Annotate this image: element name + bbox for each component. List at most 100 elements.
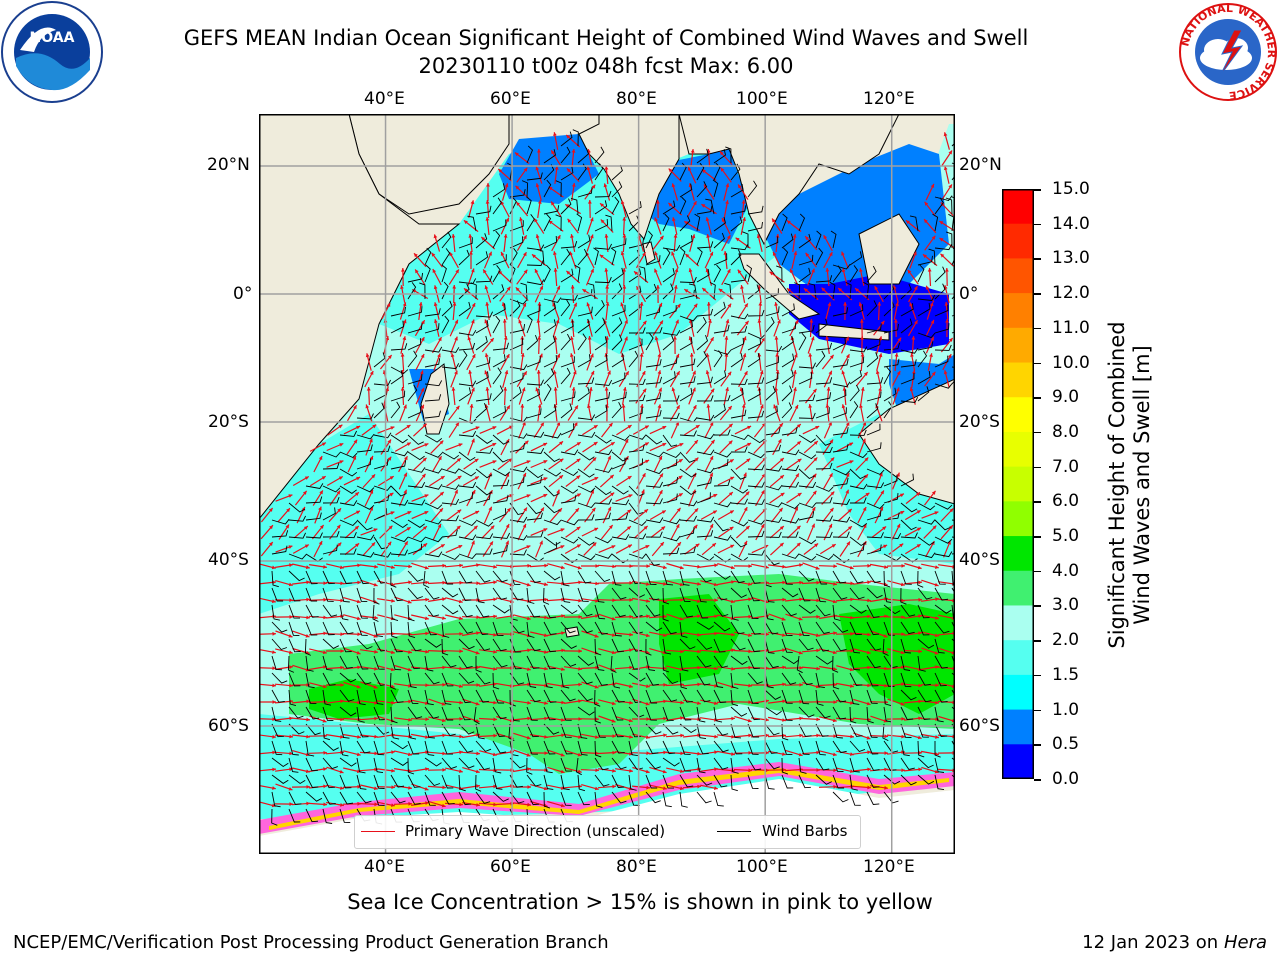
- wind-barb: [594, 163, 604, 181]
- wave-arrow-head: [306, 801, 310, 806]
- wind-barb: [832, 389, 847, 402]
- wave-arrow-head: [924, 219, 928, 224]
- wind-barb: [543, 485, 560, 497]
- wave-arrow-head: [407, 752, 412, 757]
- wind-barb: [543, 319, 557, 334]
- wind-barb: [781, 353, 795, 368]
- wave-arrow-head: [796, 542, 801, 547]
- wave-arrow-head: [401, 268, 405, 272]
- wave-arrow-head: [559, 441, 563, 446]
- wave-arrow-head: [406, 442, 411, 446]
- wind-barb: [492, 740, 507, 754]
- wind-barb: [560, 570, 570, 587]
- wind-barb: [815, 570, 828, 585]
- wave-arrow-head: [505, 354, 510, 359]
- wind-barb: [570, 197, 579, 215]
- wind-barb: [934, 638, 945, 654]
- wind-barb: [866, 621, 880, 636]
- wind-barb: [543, 519, 562, 526]
- wave-arrow-head: [812, 388, 817, 393]
- wave-arrow-head: [339, 460, 344, 464]
- wave-arrow-head: [318, 541, 323, 545]
- wave-arrow-head: [577, 752, 582, 757]
- wind-barb: [339, 740, 349, 757]
- wind-barb: [356, 413, 374, 420]
- wind-barb: [305, 604, 319, 618]
- wave-arrow-head: [424, 511, 429, 515]
- wave-arrow-head: [729, 459, 734, 463]
- wind-barb: [473, 706, 480, 725]
- wave-arrow-head: [744, 303, 748, 308]
- wave-arrow-head: [566, 168, 571, 173]
- wind-barb: [407, 282, 417, 300]
- wind-barb: [526, 304, 541, 317]
- wave-arrow-head: [728, 423, 733, 428]
- wave-arrow-head: [471, 438, 475, 443]
- wind-barb: [866, 377, 884, 385]
- wind-barb: [662, 518, 681, 525]
- wave-arrow-head: [729, 510, 734, 514]
- wave-arrow-head: [424, 565, 429, 570]
- wave-arrow-head: [515, 185, 520, 190]
- wind-barb: [662, 434, 678, 447]
- wind-barb: [441, 484, 460, 490]
- wave-arrow-head: [425, 631, 429, 636]
- wave-arrow-head: [859, 404, 863, 408]
- wind-barb: [560, 485, 579, 494]
- wind-barb: [475, 548, 493, 555]
- left-tick-40s: 40°S: [208, 550, 249, 570]
- sumatra: [738, 253, 821, 320]
- wave-arrow-head: [769, 271, 774, 276]
- wave-arrow-head: [730, 544, 735, 549]
- wave-arrow-head: [571, 387, 576, 391]
- wind-barb: [577, 431, 596, 438]
- wave-arrow-head: [408, 580, 412, 585]
- wind-barb: [662, 723, 679, 735]
- wind-barb: [866, 740, 879, 755]
- wave-arrow-head: [408, 683, 412, 688]
- wave-arrow-head: [882, 526, 887, 531]
- wind-barb: [798, 511, 815, 521]
- wave-arrow-head: [720, 167, 725, 172]
- wind-barb: [849, 706, 857, 724]
- wave-arrow-head: [391, 785, 395, 790]
- wind-barb: [424, 519, 443, 525]
- wave-arrow-head: [935, 700, 939, 705]
- wind-barb: [866, 323, 882, 334]
- wave-arrow-head: [595, 735, 599, 739]
- wind-barb: [305, 587, 318, 602]
- wind-barb: [543, 354, 558, 368]
- colorbar-tick-label: 12.0: [1052, 283, 1090, 304]
- wind-barb: [934, 570, 946, 585]
- wind-barb: [747, 309, 765, 317]
- wave-arrow-head: [864, 457, 869, 462]
- wave-arrow-head: [744, 371, 748, 376]
- wave-arrow-head: [621, 404, 626, 408]
- wind-barb: [713, 655, 729, 669]
- wind-barb: [781, 672, 797, 685]
- wave-arrow-head: [303, 526, 308, 530]
- wind-barb: [849, 740, 866, 753]
- wind-barb: [730, 244, 749, 251]
- wind-barb: [696, 467, 715, 474]
- wave-arrow-head: [654, 268, 658, 273]
- wave-arrow-head: [849, 667, 854, 672]
- wave-arrow-head: [943, 132, 948, 137]
- wind-barb: [560, 146, 571, 164]
- wind-barb: [645, 791, 661, 804]
- wave-arrow-head: [743, 507, 748, 512]
- wind-barb: [543, 368, 555, 385]
- wave-arrow-head: [930, 336, 934, 341]
- wind-barb: [696, 395, 714, 402]
- wind-barb: [900, 604, 916, 617]
- wave-arrow-head: [576, 458, 581, 463]
- wave-arrow-head: [846, 354, 850, 359]
- wave-arrow-head: [425, 735, 429, 739]
- sea-ice-caption: Sea Ice Concentration > 15% is shown in …: [347, 890, 933, 914]
- wave-arrow-head: [713, 494, 718, 498]
- wind-barb: [594, 467, 613, 473]
- wave-arrow-head: [850, 769, 854, 773]
- wave-arrow-head: [612, 581, 616, 585]
- wave-arrow-head: [554, 166, 559, 170]
- colorbar-tick-mark: [1034, 640, 1041, 642]
